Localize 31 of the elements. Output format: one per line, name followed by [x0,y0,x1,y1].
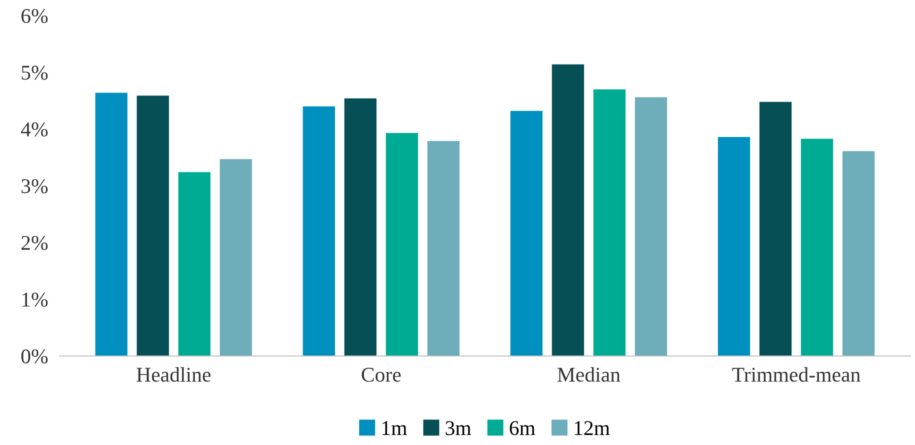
bar [634,97,668,356]
y-tick-label: 4% [21,122,48,137]
bar [302,106,335,356]
bar [344,98,377,356]
x-tick-label: Median [558,367,620,382]
bar [552,64,584,356]
y-tick-label: 1% [22,292,48,307]
y-tick-label: 6% [21,8,48,24]
bar [800,138,834,356]
bar [510,110,543,356]
bar [842,151,875,356]
legend-label: 12m [574,421,610,435]
bar [593,89,626,356]
bar [759,102,792,356]
bar [136,96,169,356]
x-tick-label: Core [362,368,401,382]
y-tick-label: 0% [21,349,48,364]
bar [386,133,418,356]
legend-label: 1m [382,421,407,435]
legend-label: 6m [510,421,536,436]
y-tick-label: 2% [22,236,48,250]
bar [95,92,128,356]
y-tick-label: 5% [22,66,48,80]
x-tick-label: Headline [136,367,210,382]
bar [178,172,210,356]
bar [427,140,460,356]
legend-label: 3m [446,421,472,436]
bar [220,159,252,356]
y-tick-label: 3% [22,179,48,194]
bar [718,136,750,356]
x-tick-label: Trimmed-mean [732,367,860,382]
